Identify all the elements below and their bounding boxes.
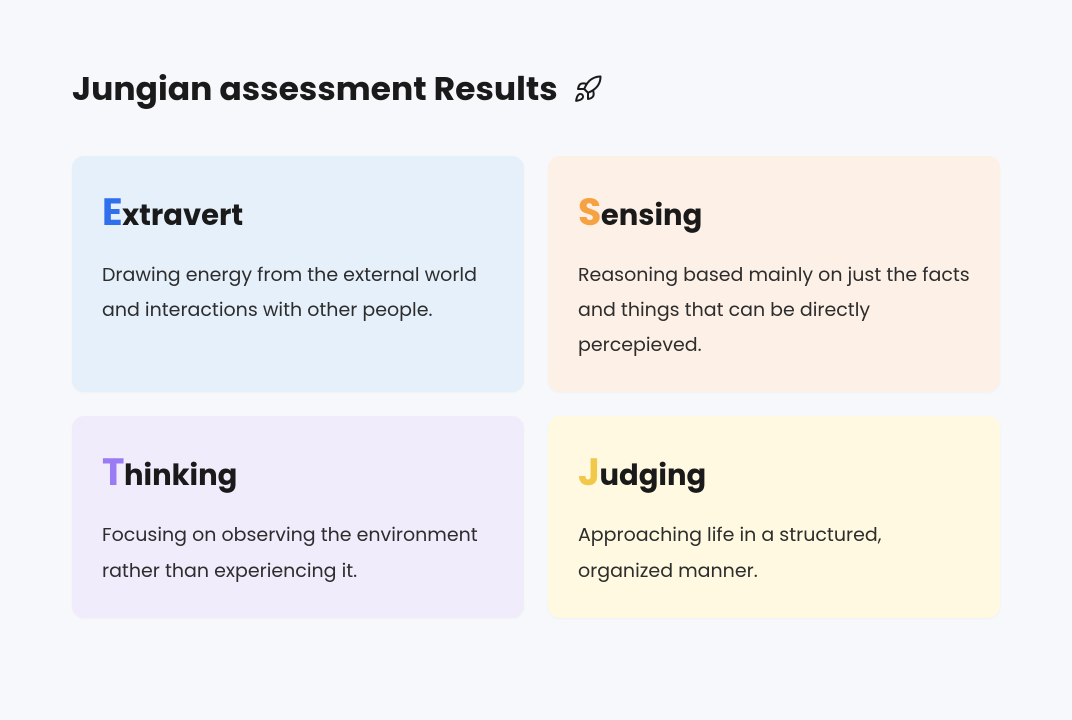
result-card-extravert: Extravert Drawing energy from the extern… — [72, 156, 524, 392]
card-first-letter: T — [102, 446, 124, 499]
result-card-judging: Judging Approaching life in a structured… — [548, 416, 1000, 617]
card-description: Approaching life in a structured, organi… — [578, 517, 970, 587]
card-first-letter: S — [578, 186, 601, 239]
card-title-rest: ensing — [601, 196, 702, 236]
result-card-sensing: Sensing Reasoning based mainly on just t… — [548, 156, 1000, 392]
results-grid: Extravert Drawing energy from the extern… — [72, 156, 1000, 618]
result-card-thinking: Thinking Focusing on observing the envir… — [72, 416, 524, 617]
card-title: Judging — [578, 444, 970, 501]
page-title: Jungian assessment Results — [72, 64, 558, 114]
card-title-rest: udging — [599, 456, 706, 496]
card-title: Extravert — [102, 184, 494, 241]
card-description: Reasoning based mainly on just the facts… — [578, 257, 970, 362]
card-first-letter: J — [578, 446, 599, 499]
card-title-rest: hinking — [124, 456, 237, 496]
card-first-letter: E — [102, 186, 122, 239]
card-description: Focusing on observing the environment ra… — [102, 517, 494, 587]
card-title: Sensing — [578, 184, 970, 241]
card-title-rest: xtravert — [122, 196, 243, 236]
card-title: Thinking — [102, 444, 494, 501]
card-description: Drawing energy from the external world a… — [102, 257, 494, 327]
rocket-icon — [572, 73, 604, 105]
